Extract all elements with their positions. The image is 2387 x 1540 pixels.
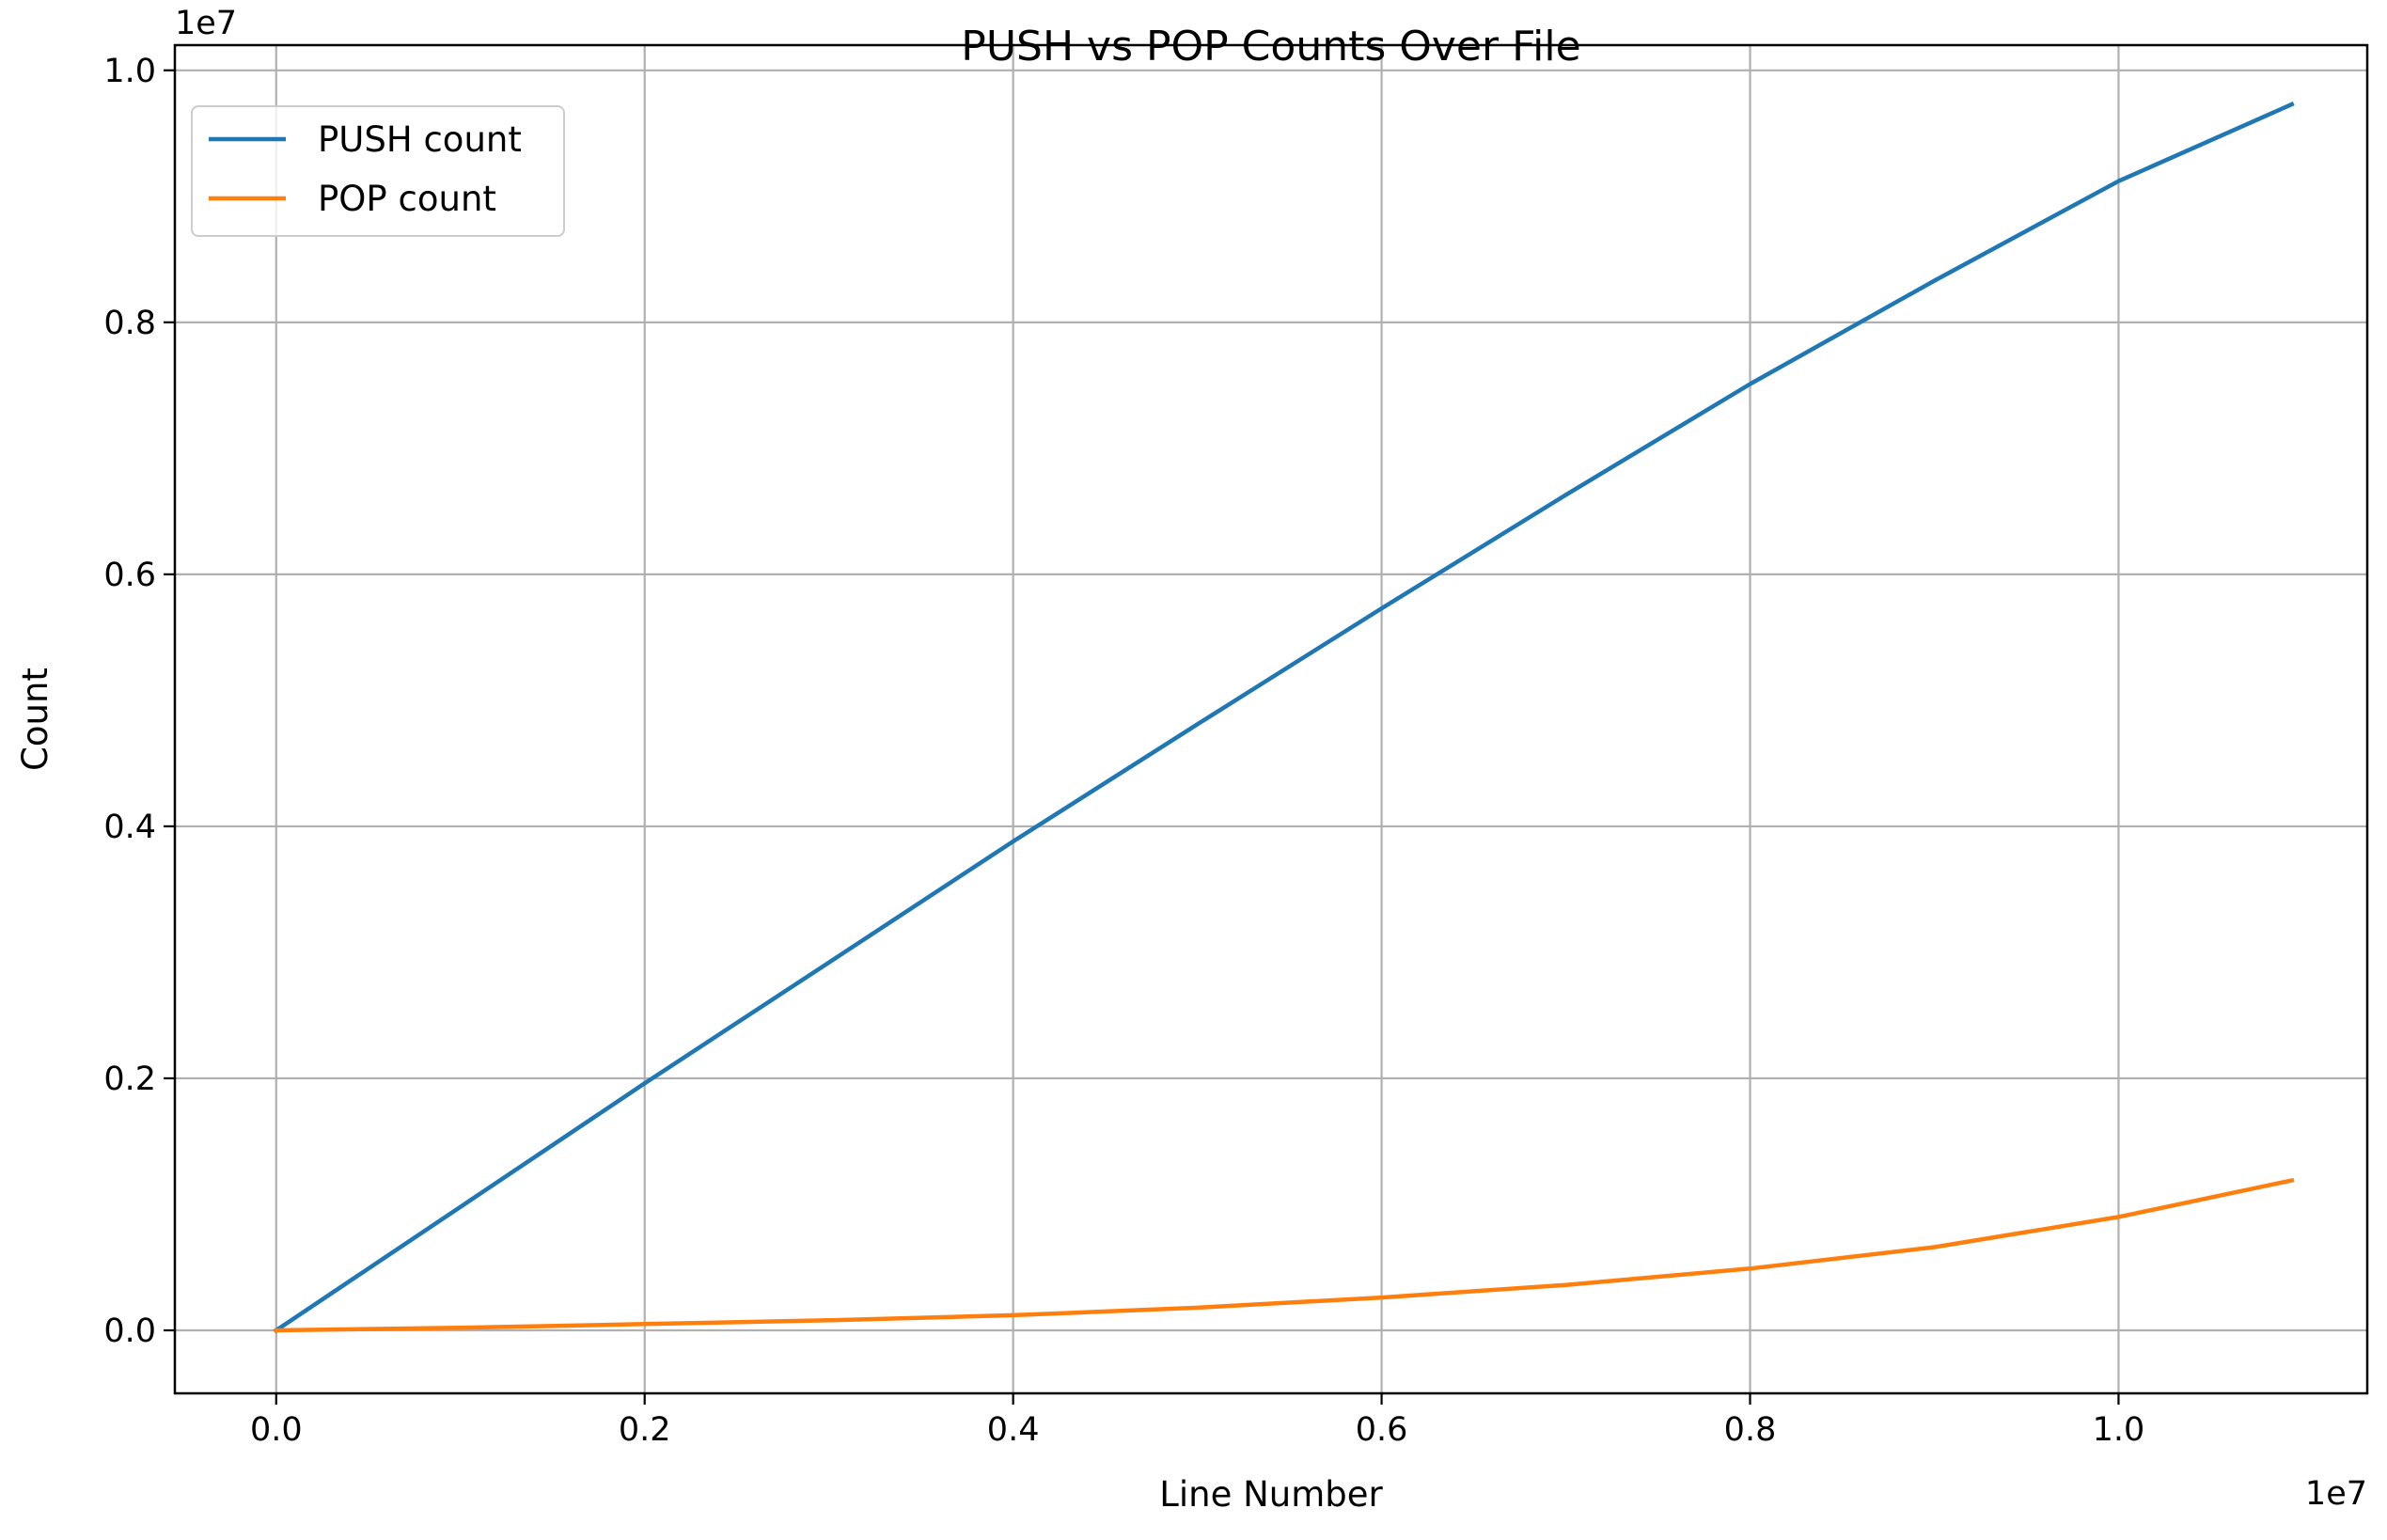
x-tick-label: 0.6 [1356,1411,1408,1449]
x-tick-label: 0.2 [619,1411,671,1449]
y-tick-label: 0.6 [103,557,156,594]
y-tick-label: 0.8 [103,305,156,342]
y-tick-label: 0.0 [103,1312,156,1350]
legend-label-pop: POP count [318,179,496,219]
x-tick-label: 0.0 [250,1411,303,1449]
y-tick-label: 1.0 [103,53,156,90]
chart-title: PUSH vs POP Counts Over File [961,23,1580,71]
y-axis-offset-label: 1e7 [175,5,237,42]
x-axis-title: Line Number [1159,1474,1383,1515]
grid [175,45,2367,1393]
x-tick-label: 1.0 [2093,1411,2145,1449]
y-tick-label: 0.2 [103,1061,156,1098]
x-tick-label: 0.4 [987,1411,1040,1449]
x-axis-offset-label: 1e7 [2305,1475,2367,1513]
x-tick-label: 0.8 [1724,1411,1777,1449]
plot-lines [273,102,2295,1334]
pop-count-line [274,1177,2295,1333]
push-count-line [273,102,2295,1334]
y-axis-title: Count [15,668,55,771]
y-tick-label: 0.4 [103,809,156,846]
legend-label-push: PUSH count [318,119,522,160]
axis-ticks: 0.0 0.2 0.4 0.6 0.8 1.0 0.0 0.2 0.4 0.6 0.8 1.0 [103,53,2144,1449]
plot-frame [173,43,2369,1395]
legend: PUSH count POP count [191,105,565,237]
